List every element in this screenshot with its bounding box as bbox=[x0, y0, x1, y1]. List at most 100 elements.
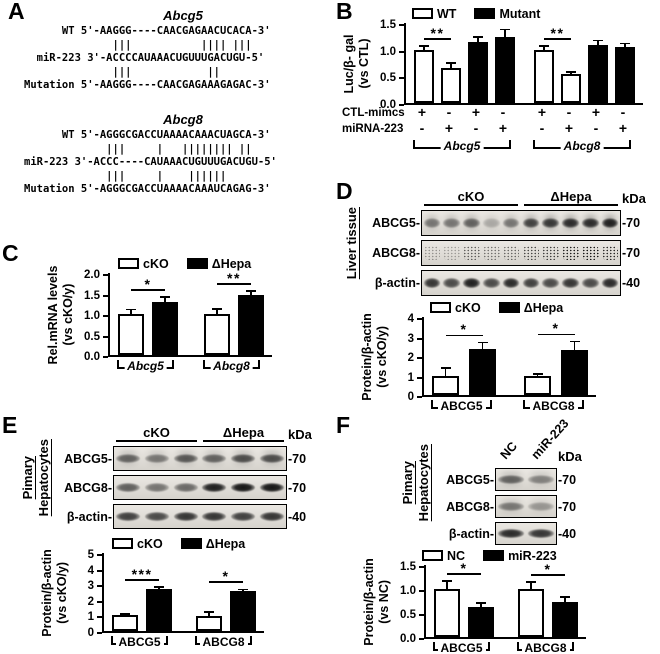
error-bar-cap bbox=[154, 586, 164, 588]
blot-lane bbox=[496, 523, 526, 544]
blot-row: ABCG5- -70 bbox=[363, 210, 652, 236]
error-bar-cap bbox=[593, 39, 603, 42]
significance-label: * bbox=[222, 568, 230, 585]
bar bbox=[441, 68, 461, 103]
x-group-area: ABCG5 ABCG8 bbox=[422, 398, 594, 415]
blot-lane bbox=[143, 505, 172, 528]
blot-lane bbox=[526, 523, 556, 544]
blot-lane bbox=[561, 211, 581, 235]
tick-mark bbox=[399, 50, 404, 53]
protein-band bbox=[259, 482, 284, 493]
blot-header: cKO ΔHepa kDa bbox=[363, 189, 652, 206]
panel-d-liver-blot: Liver tissue cKO ΔHepa kDa ABCG5- -70 ABCG8- -7… bbox=[344, 189, 652, 296]
protein-band bbox=[542, 218, 559, 228]
tick-mark bbox=[97, 632, 102, 634]
blot-lane bbox=[462, 241, 482, 265]
error-bar-line bbox=[423, 47, 425, 50]
significance-line bbox=[544, 38, 571, 40]
bar bbox=[469, 349, 496, 395]
chart-legend: cKO ΔHepa bbox=[40, 536, 264, 551]
legend-swatch bbox=[422, 550, 443, 561]
x-condition-label: CTL-mimcs bbox=[342, 107, 405, 119]
error-bar-cap bbox=[120, 613, 130, 615]
protein-band bbox=[259, 453, 284, 464]
blot-lane bbox=[422, 211, 442, 235]
bar bbox=[112, 615, 138, 631]
tick-mark bbox=[97, 585, 102, 588]
protein-band bbox=[502, 246, 520, 260]
x-group-label: ABCG8 bbox=[521, 642, 570, 654]
tick-label: 1.5 bbox=[380, 19, 396, 31]
kda-header: kDa bbox=[558, 449, 582, 464]
x-group-label: Abcg5 bbox=[124, 360, 167, 373]
error-bar-line bbox=[624, 44, 626, 47]
blot-lane bbox=[521, 241, 541, 265]
blot-strip bbox=[421, 210, 621, 236]
blot-row-label: ABCG5- bbox=[372, 216, 420, 230]
x-condition-values: + - + - + - + - bbox=[404, 105, 641, 121]
significance-label: ** bbox=[430, 25, 445, 41]
tick-label: 4 bbox=[407, 313, 414, 325]
blot-tissue-label-line: Pimary bbox=[400, 460, 415, 505]
panel-c-mrna-chart: cKO ΔHepa Rel.mRNA levels (vs cKO/y) 0.0 0.5 1… bbox=[46, 256, 272, 375]
bar bbox=[518, 589, 544, 637]
blot-lane bbox=[600, 241, 620, 265]
tick-mark bbox=[419, 638, 424, 640]
x-condition-values: - + - + - + - + bbox=[404, 121, 641, 137]
blot-lane-groups: cKO ΔHepa bbox=[113, 425, 287, 442]
significance-line bbox=[445, 334, 483, 337]
panel-f-label: F bbox=[336, 412, 351, 438]
bar bbox=[468, 41, 488, 103]
blot-lane bbox=[171, 476, 200, 499]
kda-value: -40 bbox=[288, 509, 307, 524]
error-bar-cap bbox=[476, 602, 486, 604]
blot-lane bbox=[580, 241, 600, 265]
protein-band bbox=[562, 246, 579, 260]
blot-lane bbox=[171, 505, 200, 528]
error-bar-cap bbox=[126, 308, 136, 311]
tick-mark bbox=[103, 335, 108, 338]
chart-body: Protein/β-actin (vs cKO/y) 0 1 2 3 4 * * bbox=[360, 313, 596, 403]
protein-band bbox=[542, 278, 559, 288]
protein-band bbox=[528, 529, 554, 538]
tick-mark bbox=[97, 569, 102, 572]
panel-e-label: E bbox=[2, 412, 18, 438]
error-bar-cap bbox=[473, 36, 483, 38]
blot-lane bbox=[462, 271, 482, 295]
protein-band bbox=[116, 453, 141, 464]
blot-lane bbox=[257, 476, 286, 499]
error-bar-line bbox=[504, 30, 506, 38]
plot-area: * * bbox=[424, 559, 586, 639]
y-axis-ticks: 0.0 0.5 1.0 1.5 bbox=[394, 561, 424, 645]
protein-band bbox=[482, 218, 500, 228]
x-condition-value: + bbox=[471, 104, 481, 120]
chart-legend: cKO ΔHepa bbox=[360, 300, 596, 315]
kda-value: -70 bbox=[622, 216, 641, 230]
kda-header: kDa bbox=[622, 191, 646, 206]
tick-mark bbox=[97, 600, 102, 603]
bar bbox=[561, 74, 581, 103]
abcg5-sequence-alignment: WT 5'-AAGGG----CAACGAGAACUCACA-3' ||| ||… bbox=[24, 25, 271, 91]
protein-band bbox=[116, 482, 141, 493]
protein-band bbox=[601, 246, 619, 260]
bar bbox=[432, 375, 459, 395]
bar bbox=[196, 615, 222, 631]
bar bbox=[146, 588, 172, 631]
protein-band bbox=[581, 218, 599, 228]
protein-band bbox=[202, 511, 227, 522]
error-bar-cap bbox=[500, 28, 510, 31]
significance-label: *** bbox=[131, 565, 153, 582]
error-bar-cap bbox=[446, 61, 456, 64]
legend-label: NC bbox=[447, 548, 466, 563]
protein-band bbox=[463, 246, 480, 260]
error-bar-cap bbox=[204, 611, 214, 614]
protein-band bbox=[230, 511, 256, 522]
x-group-bracket: ABCG5 bbox=[431, 400, 492, 413]
tick-label: 2.0 bbox=[84, 269, 100, 281]
blot-header: cKO ΔHepa kDa bbox=[55, 425, 318, 442]
protein-band bbox=[601, 278, 619, 288]
tick-label: 1 bbox=[87, 611, 94, 624]
tick-label: 2 bbox=[407, 352, 414, 364]
significance-label: * bbox=[460, 559, 468, 576]
blot-row-label: β-actin- bbox=[448, 526, 494, 541]
